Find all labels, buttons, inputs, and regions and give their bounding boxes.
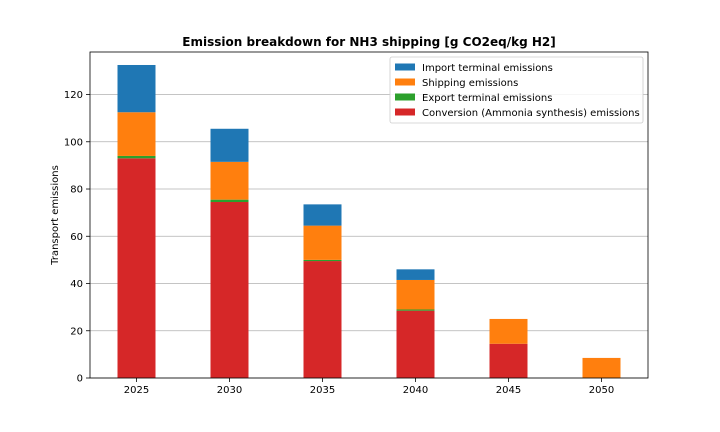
- y-tick-label: 20: [70, 326, 83, 337]
- bar-segment: [210, 199, 249, 203]
- y-tick-label: 40: [70, 279, 83, 290]
- x-tick-label: 2050: [589, 385, 614, 396]
- bar-segment: [303, 261, 342, 378]
- bar-segment: [396, 309, 435, 311]
- plot-frame: [89, 51, 649, 379]
- bar-segment: [117, 112, 156, 156]
- y-tick-label: 60: [70, 232, 83, 243]
- bar-segment: [210, 161, 249, 200]
- bars: [117, 64, 621, 378]
- bar-segment: [396, 269, 435, 280]
- y-tick-label: 100: [64, 137, 83, 148]
- bar-segment: [396, 279, 435, 310]
- bar-segment: [489, 343, 528, 378]
- chart-title: Emission breakdown for NH3 shipping [g C…: [182, 35, 555, 49]
- legend-label: Conversion (Ammonia synthesis) emissions: [422, 108, 640, 119]
- bar-segment: [489, 318, 528, 344]
- y-tick-label: 120: [64, 90, 83, 101]
- y-tick-label: 0: [77, 374, 83, 385]
- legend-swatch: [395, 63, 415, 71]
- x-tick-label: 2045: [496, 385, 521, 396]
- y-axis-title: Transport emissions: [50, 165, 61, 266]
- bar-segment: [303, 259, 342, 262]
- x-tick-label: 2035: [310, 385, 335, 396]
- legend-label: Export terminal emissions: [422, 93, 552, 104]
- bar-segment: [582, 357, 621, 378]
- bar-segment: [117, 155, 156, 159]
- legend-label: Import terminal emissions: [422, 63, 553, 74]
- bar-segment: [210, 202, 249, 378]
- y-tick-label: 80: [70, 185, 83, 196]
- bar-segment: [117, 158, 156, 378]
- legend-swatch: [395, 78, 415, 86]
- bar-segment: [210, 128, 249, 162]
- bar-segment: [303, 204, 342, 226]
- legend-box: [389, 56, 644, 124]
- x-tick-label: 2025: [124, 385, 149, 396]
- legend-swatch: [395, 108, 415, 116]
- bar-segment: [303, 225, 342, 260]
- legend-label: Shipping emissions: [422, 78, 518, 89]
- x-tick-label: 2040: [403, 385, 428, 396]
- legend: Import terminal emissions Shipping emissi…: [389, 56, 644, 124]
- bar-segment: [117, 64, 156, 113]
- x-tick-label: 2030: [217, 385, 242, 396]
- bar-segment: [396, 310, 435, 378]
- legend-swatch: [395, 93, 415, 101]
